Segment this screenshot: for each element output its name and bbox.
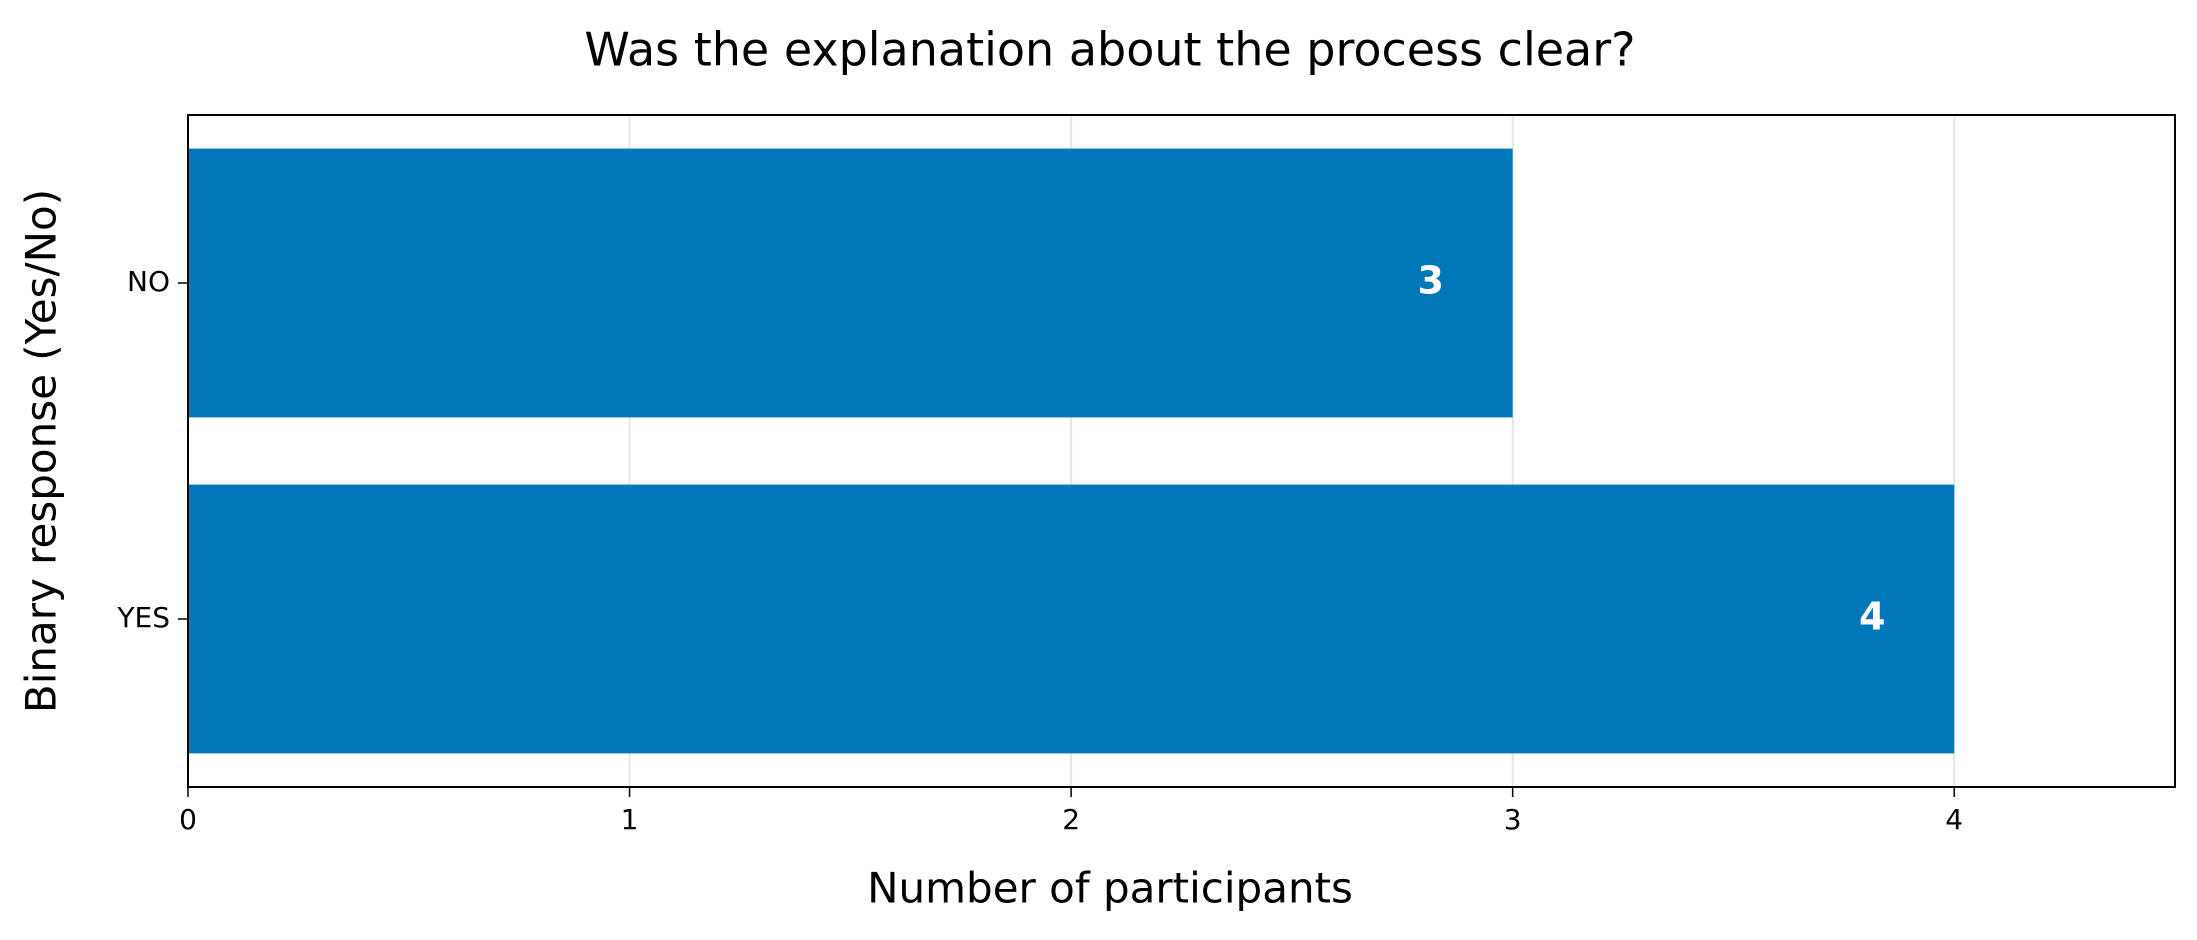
x-tick-label: 3 (1504, 803, 1522, 836)
plot-frame (187, 114, 2176, 788)
x-tick-label: 4 (1945, 803, 1963, 836)
value-label: 3 (1417, 259, 1443, 303)
y-tick-label: YES (116, 601, 170, 634)
bar (188, 148, 1513, 418)
x-tick-label: 0 (179, 803, 197, 836)
y-axis-label: Binary response (Yes/No) (17, 189, 66, 713)
bar (188, 484, 1955, 754)
value-label: 4 (1859, 595, 1885, 639)
x-tick-label: 1 (621, 803, 639, 836)
x-tick-label: 2 (1062, 803, 1080, 836)
y-tick-label: NO (127, 265, 170, 298)
chart-title: Was the explanation about the process cl… (584, 23, 1635, 77)
x-axis-label: Number of participants (867, 864, 1353, 913)
